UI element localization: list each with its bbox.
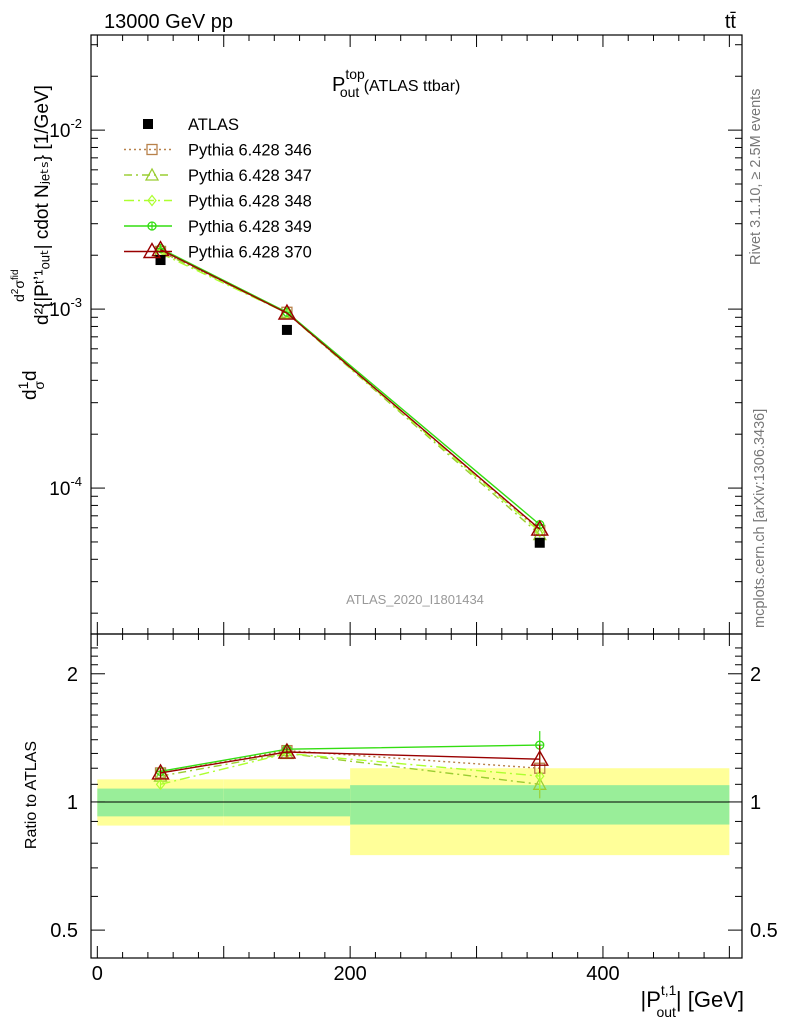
ratio-y-tick-label: 1	[67, 792, 78, 814]
legend-label: Pythia 6.428 347	[188, 167, 312, 185]
mcplots-label: mcplots.cern.ch [arXiv:1306.3436]	[752, 409, 768, 628]
marker-triangle-big	[530, 519, 549, 536]
series-line	[160, 250, 541, 531]
marker-triangle-big	[277, 742, 297, 759]
ratio-stat-uncertainty-band	[97, 788, 224, 817]
rivet-version-label: Rivet 3.1.10, ≥ 2.5M events	[748, 89, 764, 265]
series-line	[160, 248, 541, 530]
x-axis-label: |Pt,1 out| [GeV]	[640, 982, 744, 1020]
header-energy-label: 13000 GeV pp	[104, 11, 233, 33]
marker-triangle-big	[142, 242, 162, 259]
marker-square	[146, 143, 158, 156]
legend: ATLAS Pythia 6.428 346 Pythia 6.428 347 Pyt…	[124, 116, 312, 262]
legend-label: Pythia 6.428 348	[188, 193, 312, 211]
analysis-tag: ATLAS_2020_I1801434	[346, 592, 484, 607]
legend-label: ATLAS	[188, 116, 239, 134]
ratio-y-tick-label: 2	[67, 664, 78, 686]
main-y-axis-expr: d²{|Pᵗʼ¹ₒᵤₜ| cdot Nⱼₑₜₛ} [1/GeV]	[32, 85, 53, 325]
series-line	[160, 247, 541, 526]
plot-title: Ptop out (ATLAS ttbar)	[332, 66, 460, 100]
x-tick-label: 400	[586, 963, 619, 985]
data-point	[155, 255, 166, 266]
marker-triangle-big	[151, 763, 170, 780]
marker-triangle-big	[530, 749, 549, 766]
ratio-panel: 0 200 400 0.5 0.5 1 1 2 2	[50, 633, 778, 985]
marker-diamond	[155, 778, 166, 791]
main-panel: 10-2 10-3 10-4	[49, 34, 743, 646]
ratio-y-axis-label: Ratio to ATLAS	[23, 741, 40, 849]
y-tick-label: 10-4	[49, 474, 82, 500]
ratio-y-tick-label: 0.5	[50, 920, 78, 942]
ratio-y-tick-label-right: 1	[750, 792, 761, 814]
legend-label: Pythia 6.428 349	[188, 218, 312, 236]
data-point	[534, 537, 545, 548]
main-y-axis-label: d1σd d2σfid d²{|Pᵗʼ¹ₒᵤₜ| cdot Nⱼₑₜₛ} [1/…	[10, 85, 53, 400]
data-point	[281, 324, 292, 335]
marker-diamond	[534, 770, 545, 783]
header-process-label: tt̄	[725, 11, 737, 33]
svg-text:d1σd d2σfid: d1σd d2σfid	[10, 269, 47, 400]
ratio-series-line	[160, 752, 540, 786]
marker-circle-cross	[147, 221, 157, 231]
y-tick-label: 10-2	[49, 116, 82, 142]
marker-diamond	[534, 525, 545, 538]
ratio-stat-uncertainty-band	[223, 788, 351, 817]
y-tick-label: 10-3	[49, 295, 82, 321]
marker-diamond	[147, 194, 157, 207]
marker-triangle	[144, 167, 160, 181]
ratio-y-tick-label-right: 2	[750, 664, 761, 686]
x-tick-label: 0	[92, 963, 103, 985]
series-line	[160, 250, 541, 536]
legend-label: Pythia 6.428 346	[188, 142, 312, 160]
legend-marker-data	[143, 119, 153, 129]
legend-label: Pythia 6.428 370	[188, 244, 312, 262]
ratio-frame	[90, 633, 743, 959]
x-tick-label: 200	[333, 963, 366, 985]
ratio-y-tick-label-right: 0.5	[750, 920, 778, 942]
marker-triangle-big	[277, 303, 297, 320]
series-line	[160, 252, 541, 533]
